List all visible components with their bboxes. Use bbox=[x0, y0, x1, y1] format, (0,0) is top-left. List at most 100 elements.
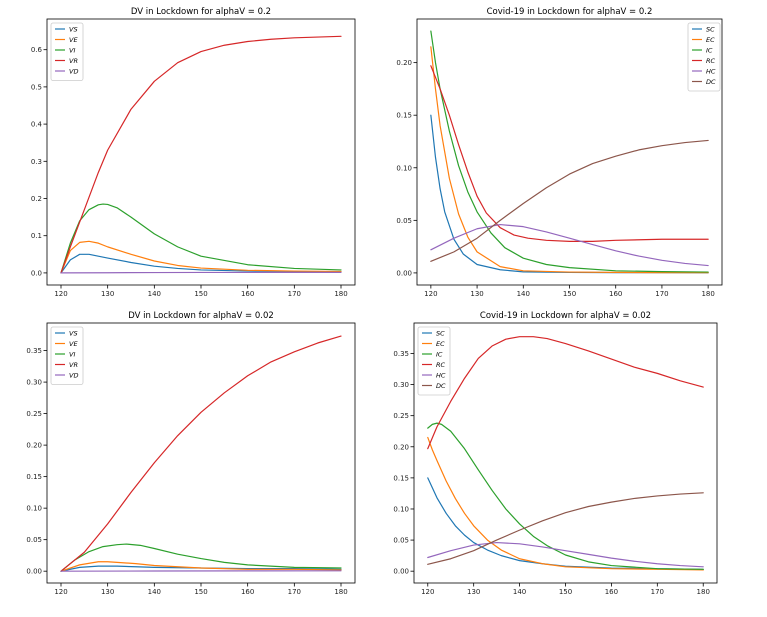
legend-label-sc: SC bbox=[706, 25, 715, 33]
legend: SC EC IC RC HC DC bbox=[417, 326, 451, 396]
plot-area-frame bbox=[46, 18, 356, 286]
legend-label-vi: VI bbox=[69, 350, 75, 358]
series-line-dc bbox=[430, 139, 709, 262]
y-tick-label: 0.05 bbox=[26, 536, 42, 544]
x-tick-label: 180 bbox=[334, 588, 347, 596]
subplot-covid-alpha-0.2: Covid-19 in Lockdown for alphaV = 0.2 120… bbox=[396, 7, 723, 298]
plot-area-frame bbox=[416, 18, 723, 286]
x-tick-label: 120 bbox=[421, 588, 434, 596]
y-tick-label: 0.20 bbox=[393, 443, 409, 451]
series-line-sc bbox=[427, 477, 704, 570]
x-tick-label: 160 bbox=[241, 290, 254, 298]
x-tick-label: 140 bbox=[148, 290, 161, 298]
subplot-dv-alpha-0.2: DV in Lockdown for alphaV = 0.2 120 130 140… bbox=[31, 7, 356, 298]
series-line-vs bbox=[60, 565, 342, 572]
series-line-dc bbox=[427, 492, 704, 565]
series-line-ec bbox=[430, 46, 709, 274]
series-line-sc bbox=[430, 114, 709, 274]
legend-label-vd: VD bbox=[69, 67, 78, 75]
plot-area-frame bbox=[46, 322, 356, 584]
legend-label-ic: IC bbox=[436, 350, 443, 358]
y-tick-label: 0.10 bbox=[26, 505, 42, 513]
series-line-vi bbox=[60, 543, 342, 572]
series-line-vr bbox=[60, 335, 342, 572]
legend-label-rc: RC bbox=[706, 57, 716, 65]
x-tick-label: 170 bbox=[288, 588, 301, 596]
legend-label-ec: EC bbox=[706, 36, 715, 44]
x-tick-label: 120 bbox=[54, 588, 67, 596]
y-tick-label: 0.00 bbox=[393, 568, 409, 576]
y-tick-label: 0.5 bbox=[31, 83, 42, 91]
legend-label-sc: SC bbox=[436, 329, 445, 337]
x-tick-label: 130 bbox=[101, 290, 114, 298]
legend-label-ve: VE bbox=[69, 340, 78, 348]
series-line-ve bbox=[60, 240, 342, 274]
chart-title: DV in Lockdown for alphaV = 0.2 bbox=[131, 7, 271, 17]
legend-label-vd: VD bbox=[69, 371, 78, 379]
legend: VS VE VI VR VD bbox=[50, 22, 84, 81]
x-tick-label: 160 bbox=[605, 588, 618, 596]
y-tick-label: 0.05 bbox=[396, 217, 412, 225]
legend-label-rc: RC bbox=[436, 361, 446, 369]
series-line-rc bbox=[430, 65, 709, 242]
y-tick-label: 0.25 bbox=[26, 410, 42, 418]
series-line-rc bbox=[427, 336, 704, 450]
y-tick-label: 0.0 bbox=[31, 269, 42, 277]
legend-label-vi: VI bbox=[69, 46, 75, 54]
series-line-vd bbox=[60, 271, 342, 274]
legend-label-hc: HC bbox=[706, 67, 716, 75]
legend-box bbox=[50, 326, 84, 385]
y-tick-label: 0.30 bbox=[26, 379, 42, 387]
subplot-covid-alpha-0.02: Covid-19 in Lockdown for alphaV = 0.02 12… bbox=[393, 311, 718, 596]
x-tick-label: 150 bbox=[559, 588, 572, 596]
y-tick-label: 0.15 bbox=[26, 473, 42, 481]
subplot-dv-alpha-0.02: DV in Lockdown for alphaV = 0.02 120 130 14… bbox=[26, 311, 356, 596]
y-tick-label: 0.6 bbox=[31, 46, 43, 54]
y-tick-label: 0.00 bbox=[396, 269, 412, 277]
x-tick-label: 180 bbox=[701, 290, 714, 298]
y-tick-label: 0.05 bbox=[393, 537, 409, 545]
y-tick-label: 0.25 bbox=[393, 412, 409, 420]
series-line-hc bbox=[427, 541, 704, 568]
y-tick-label: 0.15 bbox=[396, 112, 412, 120]
y-tick-label: 0.4 bbox=[31, 121, 43, 129]
legend-box bbox=[50, 22, 84, 81]
y-tick-label: 0.35 bbox=[393, 350, 409, 358]
y-tick-label: 0.15 bbox=[393, 474, 409, 482]
y-tick-label: 0.10 bbox=[396, 164, 412, 172]
x-tick-label: 130 bbox=[470, 290, 483, 298]
legend-label-ec: EC bbox=[436, 340, 445, 348]
series-line-vi bbox=[60, 203, 342, 274]
y-tick-label: 0.3 bbox=[31, 158, 42, 166]
series-line-ic bbox=[430, 30, 709, 273]
x-tick-label: 130 bbox=[101, 588, 114, 596]
series-line-ic bbox=[427, 422, 704, 570]
legend-label-vs: VS bbox=[69, 25, 78, 33]
x-tick-label: 150 bbox=[194, 290, 207, 298]
x-tick-label: 150 bbox=[194, 588, 207, 596]
y-tick-label: 0.20 bbox=[26, 442, 42, 450]
legend-label-ic: IC bbox=[706, 46, 713, 54]
y-tick-label: 0.35 bbox=[26, 347, 42, 355]
x-tick-label: 170 bbox=[651, 588, 664, 596]
legend-label-ve: VE bbox=[69, 36, 78, 44]
x-tick-label: 140 bbox=[148, 588, 161, 596]
series-line-ec bbox=[427, 436, 704, 571]
legend-label-vs: VS bbox=[69, 329, 78, 337]
series-line-vr bbox=[60, 35, 342, 274]
x-tick-label: 160 bbox=[609, 290, 622, 298]
legend-label-dc: DC bbox=[706, 78, 716, 86]
series-line-ve bbox=[60, 561, 342, 572]
series-line-hc bbox=[430, 223, 709, 267]
y-tick-label: 0.1 bbox=[31, 232, 42, 240]
legend-label-vr: VR bbox=[69, 57, 78, 65]
y-tick-label: 0.20 bbox=[396, 59, 412, 67]
chart-title: Covid-19 in Lockdown for alphaV = 0.2 bbox=[487, 7, 653, 17]
y-tick-label: 0.00 bbox=[26, 568, 42, 576]
x-tick-label: 150 bbox=[563, 290, 576, 298]
x-tick-label: 130 bbox=[467, 588, 480, 596]
x-tick-label: 120 bbox=[424, 290, 437, 298]
series-line-vs bbox=[60, 253, 342, 274]
legend-label-dc: DC bbox=[436, 382, 446, 390]
